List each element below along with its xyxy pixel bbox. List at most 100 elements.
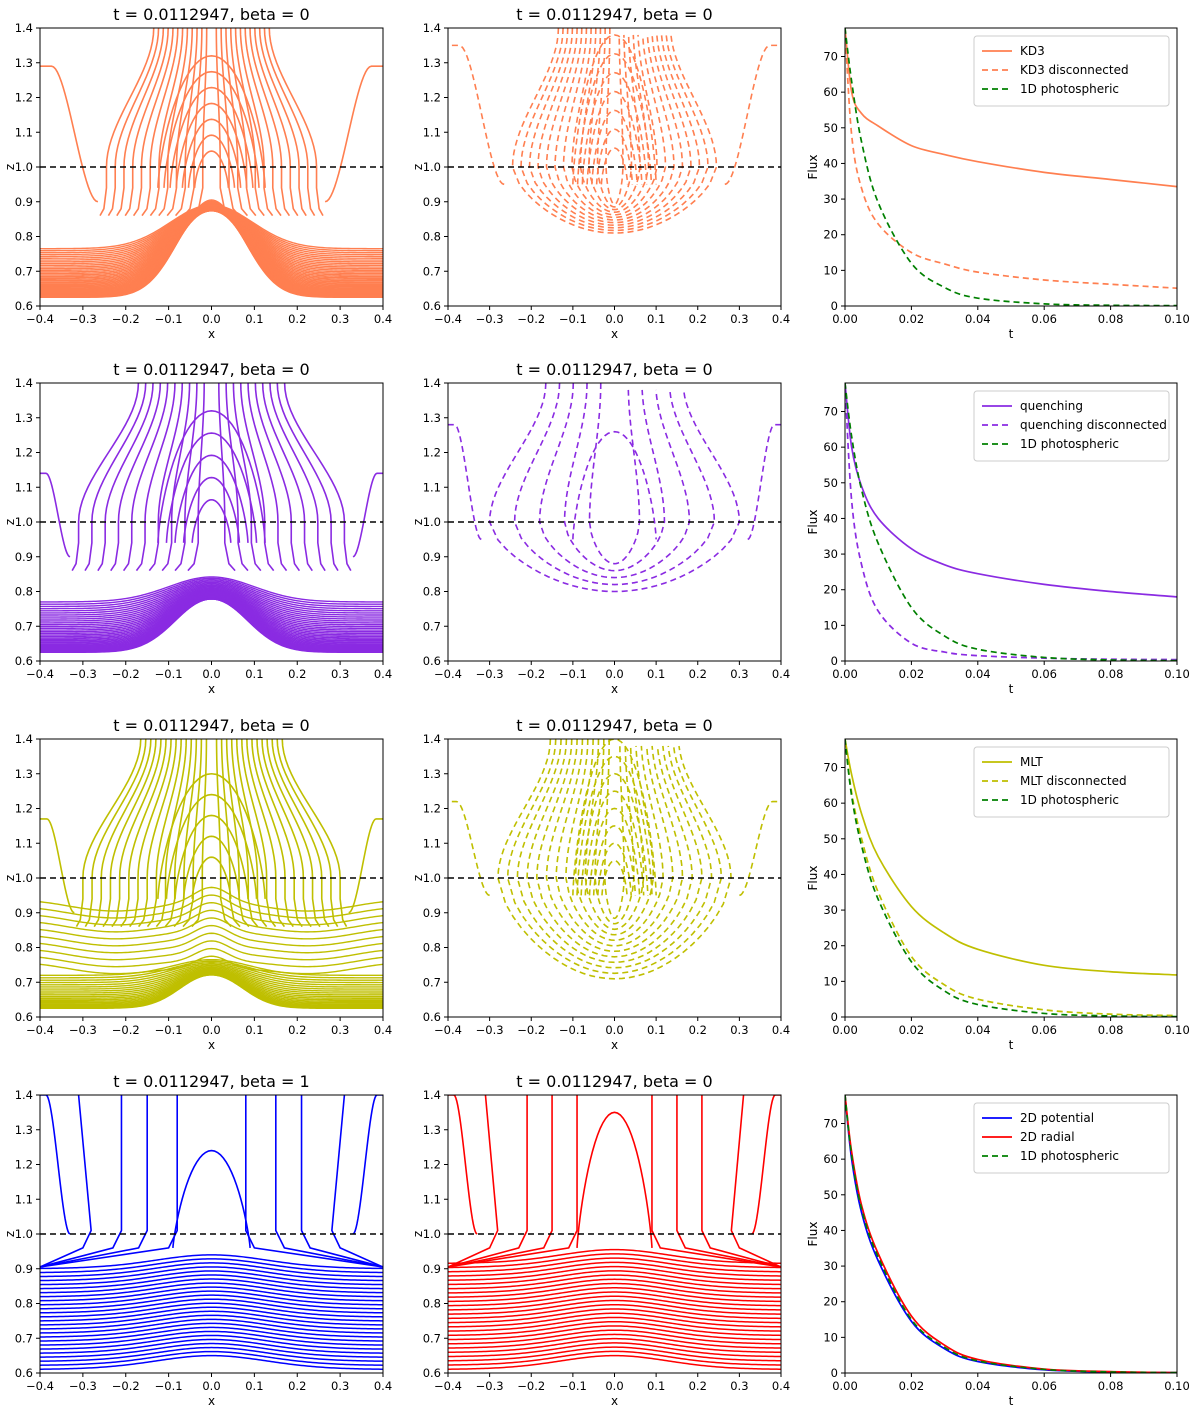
y-tick-label: 30 [823,192,838,206]
disconnected-line [511,28,718,234]
y-tick-label: 0.9 [15,906,33,920]
open-line [271,739,330,928]
y-tick-label: 1.0 [423,1227,441,1241]
flux-line [40,1310,383,1326]
flux-line [448,1333,781,1349]
y-tick-label: 1.3 [15,767,33,781]
x-tick-label: 0.02 [899,1379,925,1393]
flux-line [40,1270,383,1286]
open-line [300,1095,383,1268]
y-axis-label: z [3,519,17,525]
flux-line [40,886,383,912]
plot-area [448,383,781,593]
y-axis-label: z [3,164,17,170]
closed-loop [581,71,648,185]
x-tick-label: 0.0 [202,1379,220,1393]
legend: 2D potential 2D radial 1D photospheric [973,1102,1170,1174]
y-tick-label: 1.1 [15,1192,33,1206]
y-tick-label: 1.2 [423,1158,441,1172]
flux-line [40,967,383,990]
x-tick-label: −0.2 [112,667,140,681]
panel-quenching-disconnected: −0.4 −0.3 −0.2 −0.1 0.0 0.1 0.2 0.3 0.4 0.6 0.7 0.8… [411,360,790,696]
y-tick-label: 70 [823,405,838,419]
open-line [97,383,154,572]
field-lines [448,28,781,234]
x-tick-label: 0.1 [647,1379,665,1393]
disconnected-line [535,739,694,958]
disconnected-line [584,739,645,931]
chart-title: t = 0.0112947, beta = 0 [516,1072,712,1091]
flux-line [40,971,383,999]
field-lines [448,1095,781,1370]
plot-area [40,28,383,299]
flux-line [40,1258,383,1274]
open-line [239,28,274,217]
y-tick-label: 50 [823,121,838,135]
open-line [676,1095,781,1268]
x-tick-label: 0.3 [331,667,349,681]
axes-frame [447,1094,782,1374]
y-tick-label: 1.4 [423,376,441,390]
y-tick-label: 1.4 [423,21,441,35]
open-line [261,739,312,928]
closed-loop [595,128,634,185]
y-tick-label: 40 [823,867,838,881]
flux-line [448,1291,781,1307]
flux-line [40,1294,383,1310]
open-line [225,28,249,217]
y-tick-label: 1.3 [423,767,441,781]
legend-label: MLT disconnected [1020,774,1127,788]
disconnected-line [537,28,692,227]
flux-line [40,971,383,998]
open-line [701,1095,781,1268]
side-arc [724,44,781,186]
x-tick-label: 0.04 [965,312,991,326]
axes-frame [844,738,1178,1018]
flux-line [40,205,383,254]
x-tick-label: 0.10 [1164,312,1190,326]
legend: MLT MLT disconnected 1D photospheric [973,746,1170,818]
panel-kd3-field: −0.4 −0.3 −0.2 −0.1 0.0 0.1 0.2 0.3 0.4 0.6 0.7 0.8… [3,5,392,341]
x-tick-label: 0.00 [832,1379,858,1393]
side-arc [352,472,383,558]
legend: quenching quenching disconnected 1D photos… [973,390,1170,462]
x-tick-label: 0.2 [288,1379,306,1393]
y-tick-label: 0.7 [15,619,33,633]
flux-line [448,1287,781,1303]
flux-line [40,577,383,605]
open-line [258,28,307,217]
axes-frame [39,738,384,1018]
x-tick-label: 0.3 [331,1023,349,1037]
flux-line [40,940,383,961]
side-arc [448,423,482,541]
legend-box [973,746,1170,818]
disconnected-line [538,383,691,579]
flux-line [448,1308,781,1324]
flux-line [40,578,383,608]
y-tick-label: 0.6 [423,299,441,313]
y-tick-label: 30 [823,547,838,561]
plot-area [448,1095,781,1370]
x-tick-label: 0.10 [1164,1379,1190,1393]
chart-title: t = 0.0112947, beta = 1 [113,1072,309,1091]
chart-title: t = 0.0112947, beta = 0 [516,5,712,24]
y-tick-label: 0.6 [423,1366,441,1380]
open-line [173,739,198,928]
open-line [730,1095,781,1268]
closed-loop [174,454,249,543]
side-arc [324,65,383,203]
open-line [120,739,167,928]
legend: KD3 KD3 disconnected 1D photospheric [973,35,1170,107]
y-tick-label: 0.9 [423,1262,441,1276]
y-tick-label: 0.9 [15,195,33,209]
x-axis-label: x [208,327,215,341]
y-tick-label: 0.6 [15,1010,33,1024]
x-tick-label: 0.04 [965,1379,991,1393]
panel-mlt-field: −0.4 −0.3 −0.2 −0.1 0.0 0.1 0.2 0.3 0.4 0.6 0.7 0.8… [3,716,392,1052]
panel-quenching-flux: 0.00 0.02 0.04 0.06 0.08 0.10 0 10 20 30 40 50 60 70 t… [806,382,1190,696]
y-tick-label: 20 [823,1295,838,1309]
open-line [141,28,179,217]
field-lines [40,383,383,654]
flux-line [40,1346,383,1362]
